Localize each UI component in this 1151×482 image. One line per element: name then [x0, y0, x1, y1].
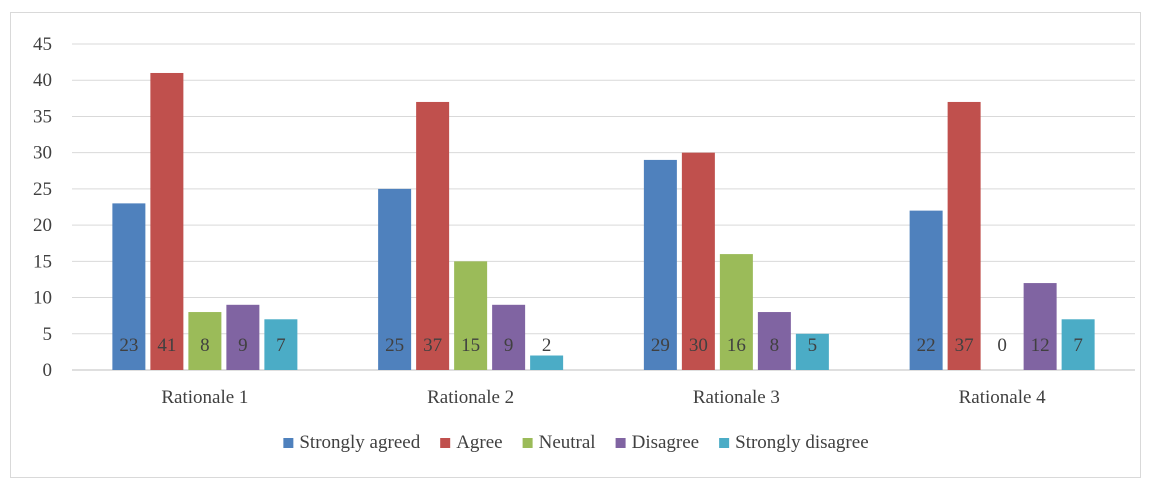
bar	[492, 304, 526, 370]
bar	[188, 312, 222, 370]
y-tick-label: 15	[33, 251, 52, 272]
bar	[378, 188, 412, 370]
bar	[264, 319, 298, 370]
category-label: Rationale 3	[693, 387, 780, 408]
data-label: 0	[997, 335, 1007, 356]
y-tick-label: 40	[33, 70, 52, 91]
data-label: 12	[1031, 335, 1050, 356]
category-label: Rationale 4	[959, 387, 1047, 408]
bar	[795, 333, 829, 370]
legend-label: Strongly disagree	[735, 432, 869, 453]
data-label: 16	[727, 335, 746, 356]
data-label: 41	[157, 335, 176, 356]
y-tick-label: 45	[33, 34, 52, 55]
x-axis-categories: Rationale 1 Rationale 2 Rationale 3 Rationa…	[161, 387, 1046, 408]
data-label: 7	[1073, 335, 1083, 356]
legend-swatch	[283, 438, 294, 448]
data-label: 37	[423, 335, 442, 356]
category-label: Rationale 2	[427, 387, 514, 408]
bar	[1023, 283, 1057, 370]
data-label: 8	[770, 335, 780, 356]
legend-label: Neutral	[539, 432, 596, 453]
data-label: 2	[542, 335, 552, 356]
data-labels: 23 41 8 9 7 25 37 15 9 2 29 30 16 8 5 22 37 0 12 7	[119, 335, 1083, 356]
legend-label: Strongly agreed	[299, 432, 420, 453]
y-tick-label: 25	[33, 179, 52, 200]
data-label: 8	[200, 335, 210, 356]
bar	[947, 101, 981, 370]
bar	[416, 101, 450, 370]
legend-swatch	[719, 438, 730, 448]
bar	[719, 254, 753, 370]
category-label: Rationale 1	[161, 387, 248, 408]
bar	[150, 72, 184, 370]
y-tick-label: 0	[43, 360, 53, 381]
y-tick-label: 10	[33, 288, 52, 309]
legend-label: Agree	[456, 432, 502, 453]
data-label: 22	[917, 335, 936, 356]
legend-label: Disagree	[632, 432, 700, 453]
y-tick-label: 30	[33, 143, 52, 164]
y-tick-label: 20	[33, 215, 52, 236]
legend-swatch	[522, 438, 533, 448]
legend-swatch	[615, 438, 626, 448]
y-axis-ticks: 0 5 10 15 20 25 30 35 40 45	[33, 34, 52, 381]
data-label: 7	[276, 335, 286, 356]
data-label: 29	[651, 335, 670, 356]
bar	[454, 261, 488, 370]
data-label: 9	[504, 335, 514, 356]
data-label: 23	[119, 335, 138, 356]
bar	[1061, 319, 1095, 370]
bar	[681, 152, 715, 370]
bars	[112, 72, 1095, 370]
data-label: 25	[385, 335, 404, 356]
data-label: 5	[808, 335, 818, 356]
y-tick-label: 5	[43, 324, 53, 345]
bar	[909, 210, 943, 370]
data-label: 9	[238, 335, 248, 356]
bar	[530, 355, 564, 370]
bar	[226, 304, 260, 370]
y-tick-label: 35	[33, 106, 52, 127]
legend: Strongly agreed Agree Neutral Disagree Stron…	[283, 432, 869, 453]
legend-swatch	[440, 438, 451, 448]
data-label: 15	[461, 335, 480, 356]
bar	[112, 203, 146, 370]
data-label: 37	[955, 335, 974, 356]
bar	[757, 312, 791, 370]
data-label: 30	[689, 335, 708, 356]
bar	[643, 159, 677, 370]
